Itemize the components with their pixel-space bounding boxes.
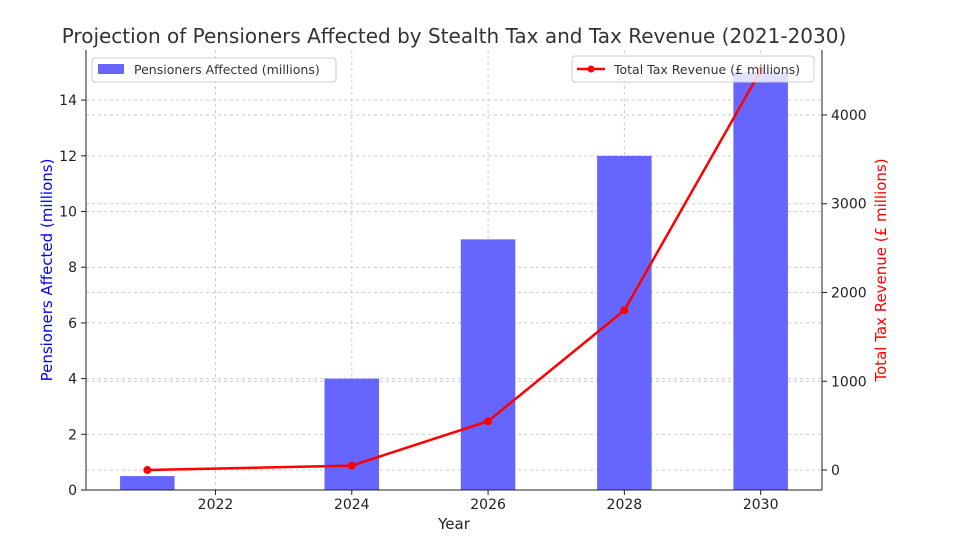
y-tick-label: 2 xyxy=(68,427,77,443)
legend-line: Total Tax Revenue (£ millions) xyxy=(571,55,815,83)
bar xyxy=(120,476,175,490)
legend-bars: Pensioners Affected (millions) xyxy=(91,57,337,83)
y-right-tick-label: 0 xyxy=(831,463,840,479)
y-tick-label: 10 xyxy=(59,205,77,221)
legend-line-label: Total Tax Revenue (£ millions) xyxy=(613,62,800,77)
y-right-tick-label: 3000 xyxy=(831,197,867,213)
y-tick-label: 12 xyxy=(59,149,77,165)
revenue-point xyxy=(484,417,493,426)
legend-line-marker xyxy=(587,65,595,73)
line-series xyxy=(143,66,765,475)
chart-title: Projection of Pensioners Affected by Ste… xyxy=(62,24,847,48)
y-tick-label: 4 xyxy=(68,372,77,388)
revenue-line xyxy=(147,69,762,472)
y-tick-label: 8 xyxy=(68,260,77,276)
x-axis-label: Year xyxy=(437,515,471,533)
y-tick-label: 0 xyxy=(68,483,77,499)
bar xyxy=(733,72,788,491)
legend-bar-label: Pensioners Affected (millions) xyxy=(134,62,320,77)
x-tick-label: 2028 xyxy=(607,497,643,513)
x-tick-label: 2022 xyxy=(198,497,234,513)
y-tick-label: 6 xyxy=(68,316,77,332)
legend-bar-swatch xyxy=(98,64,124,74)
x-tick-label: 2030 xyxy=(743,497,779,513)
bar xyxy=(597,155,652,490)
revenue-point xyxy=(620,306,629,315)
y-axis-label-right: Total Tax Revenue (£ millions) xyxy=(872,158,890,382)
revenue-point xyxy=(347,461,356,470)
grid xyxy=(86,50,822,491)
y-right-tick-label: 4000 xyxy=(831,108,867,124)
y-right-tick-label: 1000 xyxy=(831,374,867,390)
bar xyxy=(460,239,516,490)
x-tick-label: 2024 xyxy=(334,497,370,513)
x-tick-label: 2026 xyxy=(470,497,506,513)
y-axis-label-left: Pensioners Affected (millions) xyxy=(38,159,56,382)
axes: 2022 2024 2026 2028 2030 0 2 4 6 8 10 12 14 0 1000 2000… xyxy=(59,50,867,513)
y-right-tick-label: 2000 xyxy=(831,286,867,302)
bars xyxy=(120,72,788,491)
y-tick-label: 14 xyxy=(59,93,77,109)
bar xyxy=(324,378,380,490)
revenue-point xyxy=(143,466,152,475)
